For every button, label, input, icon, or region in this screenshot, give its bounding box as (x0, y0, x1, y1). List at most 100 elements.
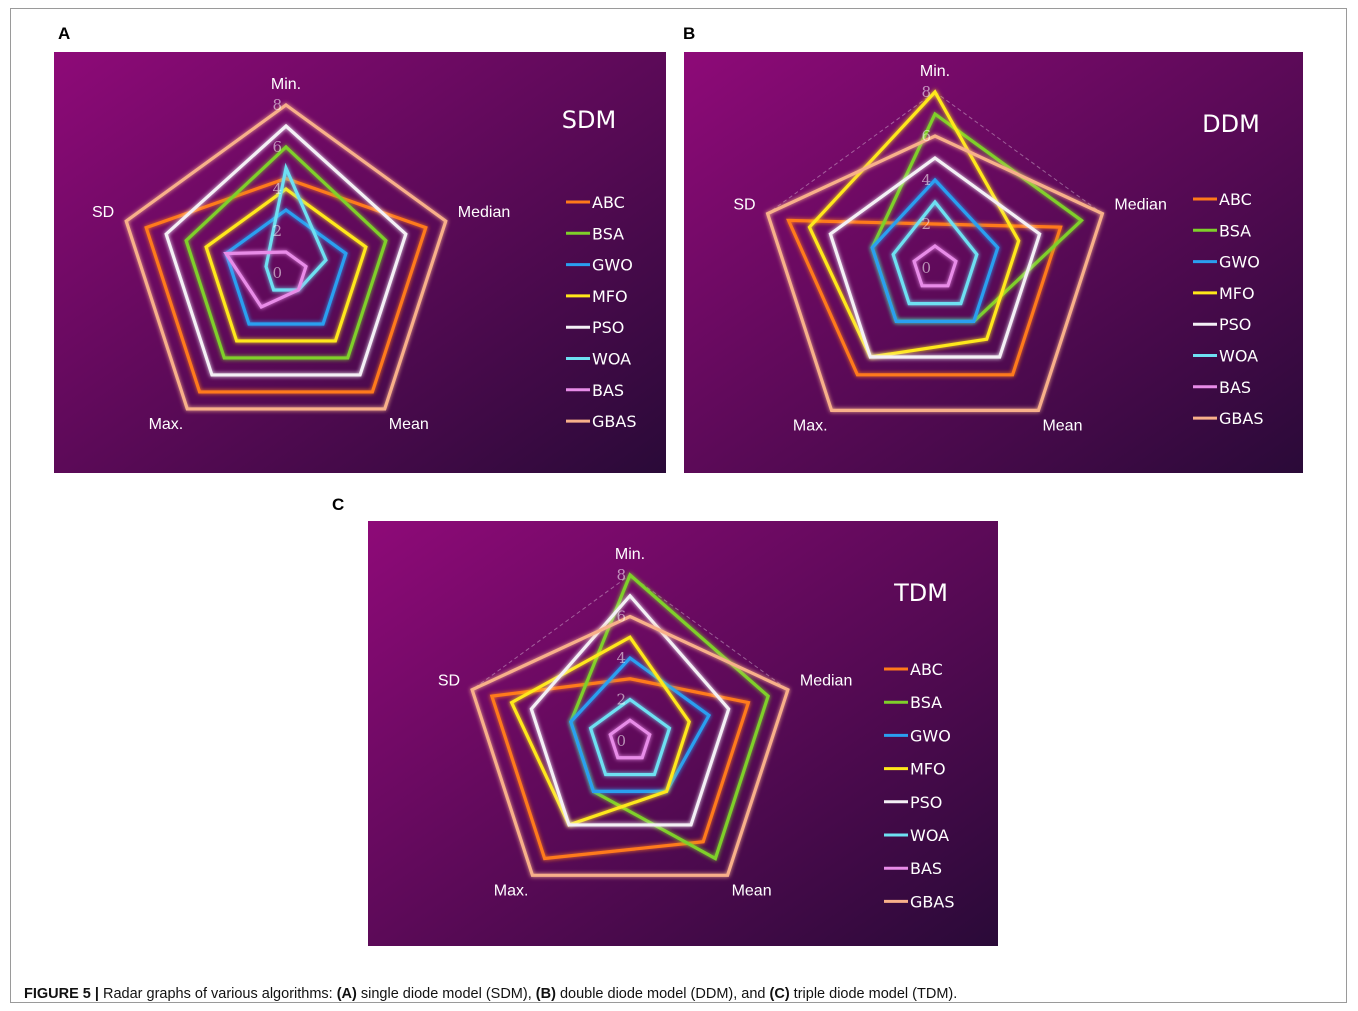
series-woa-polygon (891, 199, 979, 306)
legend-label-gbas: GBAS (910, 892, 954, 911)
panel-label-b: B (683, 24, 696, 43)
series-gbas-polygon (765, 134, 1105, 412)
axis-label-sd: SD (438, 673, 460, 690)
legend-label-bsa: BSA (1219, 221, 1251, 240)
series-gwo-polygon (568, 655, 712, 793)
legend-label-gbas: GBAS (1219, 409, 1263, 428)
legend-label-pso: PSO (592, 318, 624, 337)
caption-text-4: triple diode model (TDM). (789, 986, 958, 1002)
series-woa-polygon (588, 697, 672, 777)
axis-label-mean: Mean (1042, 417, 1082, 434)
legend-label-mfo: MFO (592, 287, 628, 306)
series-mfo-polygon (204, 187, 368, 343)
radial-tick-label: 0 (921, 259, 931, 277)
legend-label-woa: WOA (910, 826, 949, 845)
legend-label-gbas: GBAS (592, 412, 636, 431)
radial-tick-label: 6 (272, 138, 282, 156)
legend-label-gwo: GWO (592, 256, 633, 275)
radar-panel-tdm: 0 2 4 6 8 Min. Median Mean Max. SD TDM ABC BSA GWO MFO… (368, 521, 998, 946)
radar-panel-sdm: 0 2 4 6 8 Min. Median Mean Max. SD SDM ABC BSA GWO MFO… (54, 52, 666, 473)
series-pso-polygon (164, 123, 408, 377)
series-mfo-polygon (509, 635, 691, 827)
legend-label-bsa: BSA (910, 693, 942, 712)
radial-tick-label: 2 (616, 691, 626, 709)
series-bsa-polygon (184, 144, 388, 360)
chart-title: SDM (562, 106, 616, 134)
panel-label-c: C (332, 495, 345, 514)
legend-label-abc: ABC (592, 193, 625, 212)
series-pso-polygon (828, 156, 1042, 359)
radar-grid-ring (471, 574, 789, 876)
legend-label-abc: ABC (910, 660, 943, 679)
axis-label-max: Max. (149, 416, 184, 433)
radial-tick-label: 8 (921, 83, 931, 101)
legend-label-bas: BAS (910, 859, 942, 878)
legend-label-woa: WOA (592, 350, 631, 369)
caption-text-2: single diode model (SDM), (356, 986, 536, 1002)
axis-label-sd: SD (733, 197, 755, 214)
series-abc-polygon (144, 176, 428, 394)
chart-title: DDM (1202, 110, 1260, 138)
caption-ref-b: (B) (535, 986, 556, 1002)
legend-label-bas: BAS (592, 381, 624, 400)
legend-label-pso: PSO (1219, 315, 1251, 334)
series-gwo-polygon (224, 208, 348, 326)
radial-tick-label: 2 (921, 215, 931, 233)
radial-tick-label: 8 (272, 96, 282, 114)
series-abc-polygon (489, 677, 751, 861)
axis-label-mean: Mean (732, 882, 772, 899)
radial-tick-label: 6 (616, 608, 626, 626)
axis-label-median: Median (1114, 197, 1166, 214)
axis-label-min: Min. (271, 76, 301, 93)
radial-tick-label: 4 (616, 649, 626, 667)
legend-label-mfo: MFO (910, 760, 946, 779)
radar-panel-ddm: 0 2 4 6 8 Min. Median Mean Max. SD DDM ABC BSA GWO MFO… (684, 52, 1303, 473)
caption-figure-label: FIGURE 5 | (24, 986, 99, 1002)
radar-svg-tdm: 0 2 4 6 8 Min. Median Mean Max. SD TDM ABC BSA GWO MFO… (368, 521, 998, 946)
axis-label-max: Max. (494, 882, 529, 899)
legend-label-gwo: GWO (910, 726, 951, 745)
axis-label-sd: SD (92, 204, 114, 221)
panel-label-a: A (58, 24, 71, 43)
axis-label-median: Median (800, 673, 852, 690)
caption-ref-c: (C) (769, 986, 790, 1002)
legend-label-gwo: GWO (1219, 253, 1260, 272)
series-mfo-polygon (807, 89, 1021, 359)
caption-text-1: Radar graphs of various algorithms: (98, 986, 337, 1002)
caption-ref-a: (A) (336, 986, 357, 1002)
legend-label-mfo: MFO (1219, 284, 1255, 303)
series-gbas-polygon (124, 103, 448, 411)
legend-label-bsa: BSA (592, 224, 624, 243)
radial-tick-label: 2 (272, 222, 282, 240)
radial-tick-label: 0 (272, 264, 282, 282)
series-pso-polygon (529, 593, 731, 827)
series-gwo-polygon (870, 177, 1000, 323)
legend-label-abc: ABC (1219, 190, 1252, 209)
caption-text-3: double diode model (DDM), and (555, 986, 770, 1002)
legend-label-bas: BAS (1219, 378, 1251, 397)
figure-frame (10, 8, 1347, 1003)
radial-tick-label: 6 (921, 127, 931, 145)
radar-grid-ring (767, 91, 1103, 411)
radial-tick-label: 4 (921, 171, 931, 189)
series-bas-polygon (223, 250, 308, 310)
legend-label-pso: PSO (910, 793, 942, 812)
axis-label-mean: Mean (389, 416, 429, 433)
series-bas-polygon (608, 718, 652, 760)
radial-tick-label: 0 (616, 732, 626, 750)
series-abc-polygon (786, 218, 1063, 377)
radial-tick-label: 8 (616, 566, 626, 584)
axis-label-min: Min. (920, 63, 950, 80)
figure-caption: FIGURE 5 | Radar graphs of various algor… (24, 986, 957, 1002)
series-gbas-polygon (470, 614, 790, 877)
axis-label-median: Median (458, 204, 510, 221)
radar-svg-ddm: 0 2 4 6 8 Min. Median Mean Max. SD DDM ABC BSA GWO MFO… (684, 52, 1303, 473)
chart-title: TDM (893, 579, 948, 607)
legend-label-woa: WOA (1219, 347, 1258, 366)
series-woa-polygon (264, 162, 328, 292)
axis-label-min: Min. (615, 546, 645, 563)
axis-label-max: Max. (793, 417, 828, 434)
radial-tick-label: 4 (272, 180, 282, 198)
radar-svg-sdm: 0 2 4 6 8 Min. Median Mean Max. SD SDM ABC BSA GWO MFO… (54, 52, 666, 473)
series-bas-polygon (912, 244, 958, 288)
